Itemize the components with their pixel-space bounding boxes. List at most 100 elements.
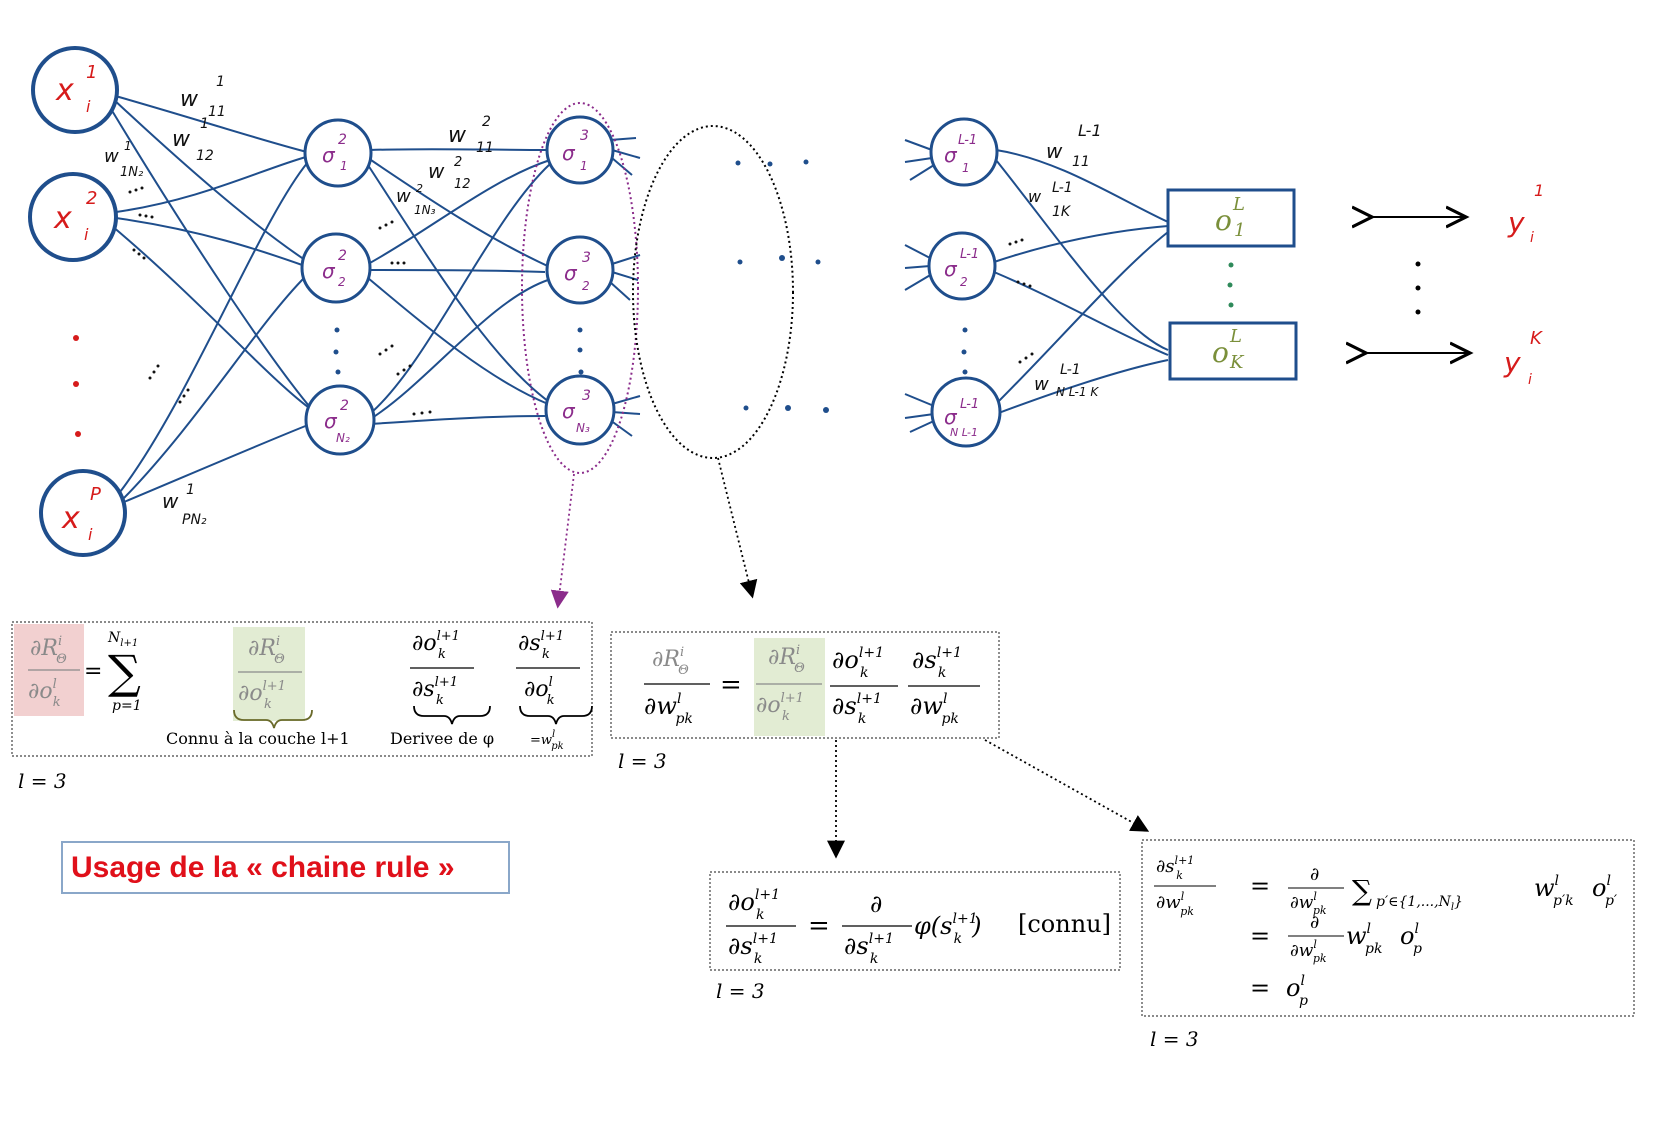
box1-brace2-note: Derivee de φ bbox=[390, 729, 494, 748]
box2-t3-den: ∂wl pk bbox=[910, 691, 959, 727]
layer-2 bbox=[300, 118, 376, 456]
svg-text:w: w bbox=[1046, 139, 1063, 163]
svg-text:1: 1 bbox=[124, 139, 132, 153]
box4-lhs-den: ∂wl pk bbox=[1156, 890, 1194, 918]
box4-line2-op-den: ∂wl pk bbox=[1290, 938, 1327, 965]
box4-layer-note: l = 3 bbox=[1150, 1027, 1199, 1051]
box2-t2-den: ∂sl+1 k bbox=[832, 691, 882, 727]
box1-green-highlight bbox=[233, 627, 305, 721]
input-label-1: x 1 i bbox=[55, 62, 97, 116]
box1-brace-1 bbox=[233, 709, 313, 729]
output-box-k bbox=[1168, 321, 1298, 381]
layer3-node-1 bbox=[545, 115, 615, 185]
input-label-p: x P i bbox=[61, 484, 101, 544]
box2-lhs-num: ∂Ri Θ bbox=[652, 645, 689, 678]
box2-lhs-den: ∂wl pk bbox=[644, 691, 693, 727]
box2-layer-note: l = 3 bbox=[618, 749, 667, 773]
svg-text:σ: σ bbox=[562, 141, 576, 165]
svg-text:o: o bbox=[1215, 204, 1232, 237]
weight-w11-L1: w L-1 11 bbox=[1046, 121, 1102, 170]
svg-text:2: 2 bbox=[86, 188, 97, 209]
layer-l-1 bbox=[927, 117, 1002, 448]
box4-lhs-num: ∂sl+1 k bbox=[1156, 854, 1194, 882]
svg-text:1: 1 bbox=[962, 161, 970, 175]
box1-brace1-note: Connu à la couche l+1 bbox=[166, 729, 350, 748]
target-label-k: y K i bbox=[1503, 328, 1543, 388]
svg-text:2: 2 bbox=[416, 182, 423, 195]
svg-text:σ: σ bbox=[944, 257, 958, 281]
layer2-label-n2: σ 2 N₂ bbox=[324, 398, 350, 445]
svg-text:L-1: L-1 bbox=[1052, 180, 1073, 196]
svg-text:N L-1: N L-1 bbox=[950, 426, 978, 439]
box1-lhs-den: ∂ol k bbox=[28, 677, 61, 710]
svg-text:2: 2 bbox=[482, 114, 491, 130]
svg-text:1: 1 bbox=[200, 116, 209, 132]
svg-text:L-1: L-1 bbox=[1060, 362, 1081, 378]
box4-line1-sum-sub: p′∈{1,...,Nl} bbox=[1376, 894, 1463, 913]
svg-text:N₃: N₃ bbox=[576, 421, 590, 435]
weight-w11-1: w 1 11 bbox=[180, 74, 226, 120]
box1-brace3-note: =wl pk bbox=[530, 729, 564, 752]
layerL1-label-1: σ L-1 1 bbox=[944, 133, 977, 175]
box4-line1-o: ol p′ bbox=[1592, 873, 1618, 909]
svg-text:w: w bbox=[1028, 187, 1042, 206]
svg-text:σ: σ bbox=[562, 399, 576, 423]
svg-text:2: 2 bbox=[960, 275, 968, 289]
box4-line1-op-den: ∂wl pk bbox=[1290, 890, 1327, 917]
svg-text:1: 1 bbox=[340, 159, 348, 173]
svg-text:w: w bbox=[1034, 374, 1049, 395]
weight-w12-2: w 2 12 bbox=[428, 155, 471, 192]
svg-text:12: 12 bbox=[196, 148, 214, 164]
box1-sum-top: Nl+1 bbox=[107, 630, 138, 649]
svg-text:11: 11 bbox=[476, 140, 494, 156]
box4-line2-eq: = bbox=[1250, 922, 1270, 950]
svg-text:σ: σ bbox=[564, 261, 578, 285]
svg-text:1: 1 bbox=[216, 74, 225, 90]
weight-w1N3-2: w 2 1N₃ bbox=[396, 182, 436, 217]
svg-text:1: 1 bbox=[580, 159, 588, 173]
svg-text:L-1: L-1 bbox=[960, 247, 979, 262]
svg-text:1: 1 bbox=[186, 482, 195, 498]
box2-green-highlight bbox=[754, 638, 825, 736]
svg-text:3: 3 bbox=[582, 388, 591, 404]
svg-text:1: 1 bbox=[1534, 181, 1544, 200]
layer3-node-2 bbox=[545, 235, 615, 305]
svg-text:o: o bbox=[1212, 336, 1229, 369]
equation-box-1: ∂Ri Θ ∂ol k = Nl+1 ∑ p=1 ∂Ri Θ ∂ol+1 k ∂o bbox=[11, 621, 593, 793]
chain-rule-label-box: Usage de la « chaine rule » bbox=[61, 841, 510, 894]
target-label-1: y 1 i bbox=[1507, 181, 1544, 246]
layer3-label-2: σ 3 2 bbox=[564, 250, 591, 293]
box4-line2-o: ol p bbox=[1400, 921, 1422, 957]
layer2-label-1: σ 2 1 bbox=[322, 132, 348, 173]
ellipsis-dots bbox=[73, 159, 1421, 437]
box1-t1-den: ∂ol+1 k bbox=[238, 679, 286, 712]
box4-line3-eq: = bbox=[1250, 974, 1270, 1002]
svg-text:L-1: L-1 bbox=[1078, 121, 1102, 140]
box2-eq: = bbox=[720, 670, 742, 700]
input-node-2 bbox=[28, 172, 118, 262]
layer2-label-2: σ 2 2 bbox=[322, 248, 347, 289]
svg-text:1N₂: 1N₂ bbox=[120, 165, 143, 180]
svg-text:x: x bbox=[61, 501, 80, 536]
box1-eq: = bbox=[84, 659, 102, 684]
box1-brace-2 bbox=[413, 705, 491, 725]
layer2-node-2 bbox=[300, 232, 372, 304]
input-label-2: x 2 i bbox=[53, 188, 97, 244]
svg-text:y: y bbox=[1503, 346, 1521, 379]
svg-text:N L-1 K: N L-1 K bbox=[1056, 385, 1099, 399]
box4-line2-op-num: ∂ bbox=[1310, 912, 1319, 933]
box4-line1-eq: = bbox=[1250, 872, 1270, 900]
svg-text:σ: σ bbox=[944, 143, 958, 167]
layerL1-node-n bbox=[930, 376, 1002, 448]
box1-sum-symbol: ∑ bbox=[108, 645, 141, 699]
box2-t1-num: ∂Ri Θ bbox=[768, 643, 805, 676]
svg-text:L-1: L-1 bbox=[958, 133, 977, 148]
arrow-layer3-to-box1 bbox=[550, 473, 575, 609]
box4-line1-op-num: ∂ bbox=[1310, 864, 1319, 885]
svg-text:K: K bbox=[1530, 328, 1543, 349]
layer3-label-1: σ 3 1 bbox=[562, 128, 589, 173]
output-layer bbox=[1166, 188, 1298, 381]
svg-text:K: K bbox=[1229, 352, 1245, 373]
box3-eq: = bbox=[808, 911, 830, 941]
box1-brace-3 bbox=[519, 705, 593, 725]
